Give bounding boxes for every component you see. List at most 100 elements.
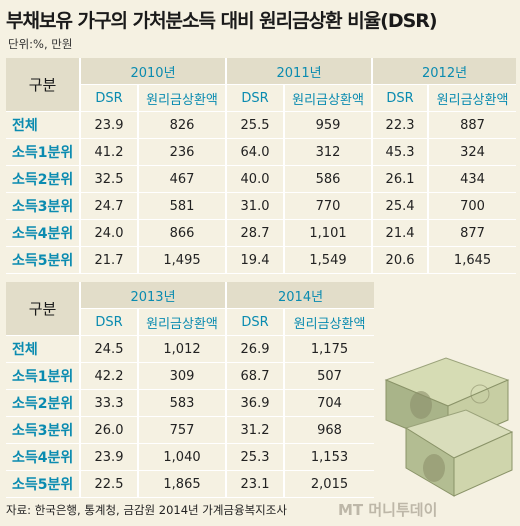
banknote-stack-illustration [384,357,514,497]
row-label: 소득5분위 [6,470,80,498]
publisher-logo: MT 머니투데이 [338,501,438,519]
amount-cell: 757 [136,416,227,444]
amount-cell: 581 [136,192,227,220]
amount-cell: 586 [283,165,373,193]
year-header: 2014년 [225,282,375,309]
amount-cell: 1,153 [283,443,375,471]
column-header-category: 구분 [6,58,80,112]
subheader-amount: 원리금상환액 [283,308,375,336]
amount-cell: 1,101 [283,219,373,247]
amount-cell: 1,495 [136,246,227,274]
amount-cell: 959 [283,111,373,139]
amount-cell: 877 [427,219,517,247]
dsr-cell: 24.7 [79,192,138,220]
row-label: 소득3분위 [6,192,80,220]
subheader-dsr: DSR [79,84,138,112]
table-row: 소득4분위 24.0 866 28.7 1,101 21.4 877 [6,219,517,247]
table-row: 소득5분위 21.7 1,495 19.4 1,549 20.6 1,645 [6,246,517,274]
dsr-cell: 23.1 [225,470,285,498]
unit-note: 단위:%, 만원 [8,37,73,51]
column-header-category: 구분 [6,282,80,336]
dsr-table-2010-2012: 구분 2010년 2011년 2012년 DSR 원리금상환액 DSR 원리금상… [6,58,517,274]
dsr-cell: 33.3 [79,389,138,417]
dsr-cell: 22.5 [79,470,138,498]
amount-cell: 507 [283,362,375,390]
dsr-cell: 19.4 [225,246,285,274]
amount-cell: 236 [136,138,227,166]
row-label: 소득4분위 [6,443,80,471]
amount-cell: 826 [136,111,227,139]
table-row: 소득4분위 23.9 1,040 25.3 1,153 [6,443,375,471]
amount-cell: 1,645 [427,246,517,274]
page-title: 부채보유 가구의 가처분소득 대비 원리금상환 비율(DSR) [6,10,438,32]
dsr-cell: 28.7 [225,219,285,247]
amount-cell: 1,012 [136,335,227,363]
dsr-cell: 36.9 [225,389,285,417]
amount-cell: 1,865 [136,470,227,498]
amount-cell: 2,015 [283,470,375,498]
table-row: 소득3분위 26.0 757 31.2 968 [6,416,375,444]
amount-cell: 866 [136,219,227,247]
table-row: 소득1분위 42.2 309 68.7 507 [6,362,375,390]
dsr-cell: 21.4 [371,219,429,247]
subheader-dsr: DSR [225,84,285,112]
subheader-dsr: DSR [79,308,138,336]
table-row: 소득3분위 24.7 581 31.0 770 25.4 700 [6,192,517,220]
row-label: 전체 [6,111,80,139]
table-row: 전체 24.5 1,012 26.9 1,175 [6,335,375,363]
dsr-cell: 25.3 [225,443,285,471]
row-label: 소득4분위 [6,219,80,247]
row-label: 소득2분위 [6,165,80,193]
year-header: 2011년 [225,58,373,85]
amount-cell: 704 [283,389,375,417]
amount-cell: 1,175 [283,335,375,363]
amount-cell: 968 [283,416,375,444]
amount-cell: 324 [427,138,517,166]
dsr-cell: 31.0 [225,192,285,220]
row-label: 소득5분위 [6,246,80,274]
amount-cell: 434 [427,165,517,193]
dsr-cell: 64.0 [225,138,285,166]
dsr-cell: 45.3 [371,138,429,166]
dsr-cell: 22.3 [371,111,429,139]
subheader-amount: 원리금상환액 [136,84,227,112]
dsr-cell: 42.2 [79,362,138,390]
dsr-cell: 26.0 [79,416,138,444]
dsr-cell: 20.6 [371,246,429,274]
table-row: 소득5분위 22.5 1,865 23.1 2,015 [6,470,375,498]
amount-cell: 309 [136,362,227,390]
year-header: 2012년 [371,58,517,85]
amount-cell: 1,040 [136,443,227,471]
amount-cell: 312 [283,138,373,166]
row-label: 소득3분위 [6,416,80,444]
dsr-cell: 41.2 [79,138,138,166]
row-label: 소득2분위 [6,389,80,417]
dsr-cell: 25.4 [371,192,429,220]
dsr-cell: 31.2 [225,416,285,444]
year-header: 2013년 [78,282,227,309]
table-row: 소득1분위 41.2 236 64.0 312 45.3 324 [6,138,517,166]
dsr-cell: 24.0 [79,219,138,247]
table-row: 전체 23.9 826 25.5 959 22.3 887 [6,111,517,139]
subheader-amount: 원리금상환액 [283,84,373,112]
dsr-cell: 23.9 [79,443,138,471]
dsr-table-2013-2014: 구분 2013년 2014년 DSR 원리금상환액 DSR 원리금상환액 전체 2… [6,282,375,498]
year-header: 2010년 [78,58,227,85]
amount-cell: 467 [136,165,227,193]
table-row: 소득2분위 33.3 583 36.9 704 [6,389,375,417]
dsr-cell: 26.1 [371,165,429,193]
subheader-dsr: DSR [371,84,429,112]
dsr-cell: 68.7 [225,362,285,390]
amount-cell: 583 [136,389,227,417]
subheader-dsr: DSR [225,308,285,336]
amount-cell: 887 [427,111,517,139]
subheader-amount: 원리금상환액 [427,84,517,112]
table-row: 소득2분위 32.5 467 40.0 586 26.1 434 [6,165,517,193]
amount-cell: 1,549 [283,246,373,274]
dsr-cell: 23.9 [79,111,138,139]
dsr-cell: 24.5 [79,335,138,363]
dsr-cell: 21.7 [79,246,138,274]
source-note: 자료: 한국은행, 통계청, 금감원 2014년 가계금융복지조사 [6,503,287,517]
dsr-cell: 26.9 [225,335,285,363]
dsr-cell: 40.0 [225,165,285,193]
